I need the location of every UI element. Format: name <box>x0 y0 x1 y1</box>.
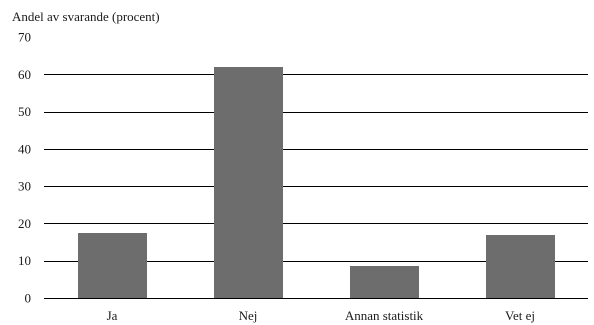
y-tick-label: 40 <box>18 141 31 156</box>
y-axis-ticks: 0 10 20 30 40 50 60 70 <box>18 30 31 306</box>
x-category-label: Nej <box>239 308 258 323</box>
y-tick-label: 70 <box>18 30 31 45</box>
y-tick-label: 0 <box>25 291 32 306</box>
x-category-label: Vet ej <box>505 308 535 323</box>
bar-annan-statistik <box>350 266 419 298</box>
y-tick-label: 60 <box>18 67 31 82</box>
bar-vet-ej <box>486 235 555 298</box>
y-axis-title: Andel av svarande (procent) <box>12 9 160 24</box>
y-tick-label: 10 <box>18 253 31 268</box>
x-category-label: Annan statistik <box>345 308 424 323</box>
bar-nej <box>214 67 283 298</box>
bar-ja <box>78 233 147 298</box>
bars <box>78 67 555 298</box>
y-tick-label: 50 <box>18 104 31 119</box>
x-axis-labels: Ja Nej Annan statistik Vet ej <box>107 308 535 323</box>
y-tick-label: 20 <box>18 216 31 231</box>
y-tick-label: 30 <box>18 179 31 194</box>
x-category-label: Ja <box>107 308 118 323</box>
